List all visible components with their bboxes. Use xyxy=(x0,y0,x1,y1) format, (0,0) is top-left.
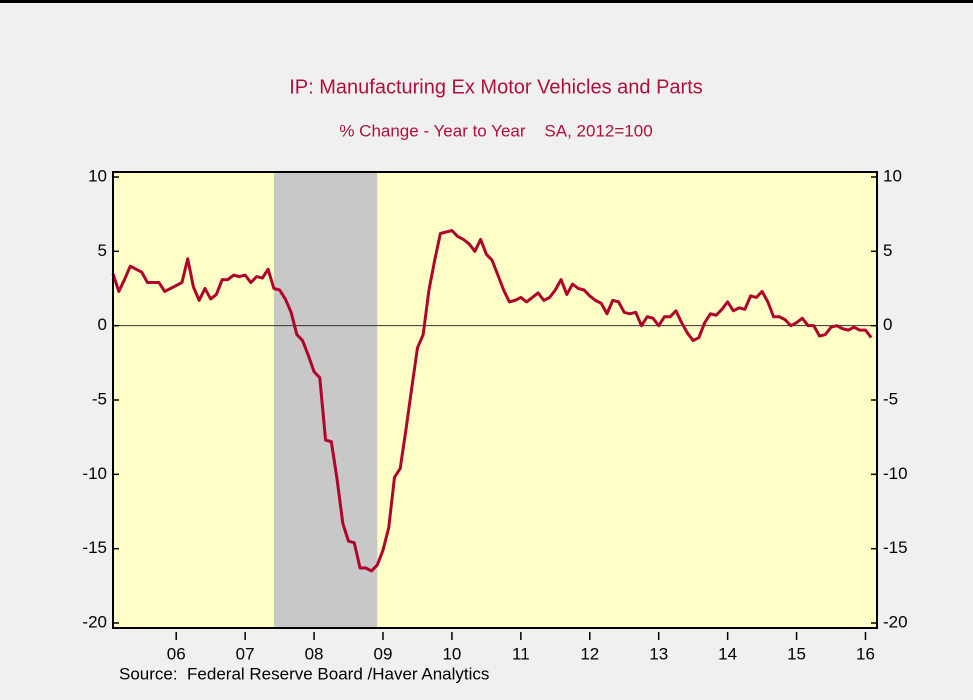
y-tick-label: 5 xyxy=(98,241,107,260)
chart-subtitle: % Change - Year to Year SA, 2012=100 xyxy=(339,121,652,140)
y-tick-label: -5 xyxy=(92,389,107,408)
y2-tick-label: -15 xyxy=(883,538,908,557)
y-tick-label: -15 xyxy=(82,538,107,557)
x-tick-label: 08 xyxy=(305,644,324,663)
x-tick-label: 11 xyxy=(512,644,530,663)
plot-area xyxy=(113,172,877,628)
y2-tick-label: 5 xyxy=(883,241,892,260)
y2-tick-label: 10 xyxy=(883,166,902,185)
chart-title: IP: Manufacturing Ex Motor Vehicles and … xyxy=(289,76,703,98)
x-tick-label: 15 xyxy=(787,644,806,663)
x-tick-label: 07 xyxy=(236,644,255,663)
y-tick-label: 0 xyxy=(98,315,107,334)
x-tick-label: 06 xyxy=(167,644,186,663)
x-tick-label: 12 xyxy=(580,644,599,663)
y2-tick-label: 0 xyxy=(883,315,892,334)
y2-tick-label: -20 xyxy=(883,612,908,631)
y2-tick-label: -5 xyxy=(883,389,898,408)
y-tick-label: -20 xyxy=(82,612,107,631)
source-note: Source: Federal Reserve Board /Haver Ana… xyxy=(119,664,489,683)
y2-tick-label: -10 xyxy=(883,464,908,483)
data-line xyxy=(111,229,873,573)
y-tick-label: -10 xyxy=(82,464,107,483)
top-border xyxy=(0,0,973,3)
y-tick-label: 10 xyxy=(88,166,107,185)
x-tick-label: 09 xyxy=(374,644,393,663)
recession-band xyxy=(273,172,378,628)
x-tick-label: 10 xyxy=(442,644,461,663)
x-tick-label: 13 xyxy=(649,644,668,663)
x-tick-label: 16 xyxy=(856,644,875,663)
x-tick-label: 14 xyxy=(718,644,737,663)
